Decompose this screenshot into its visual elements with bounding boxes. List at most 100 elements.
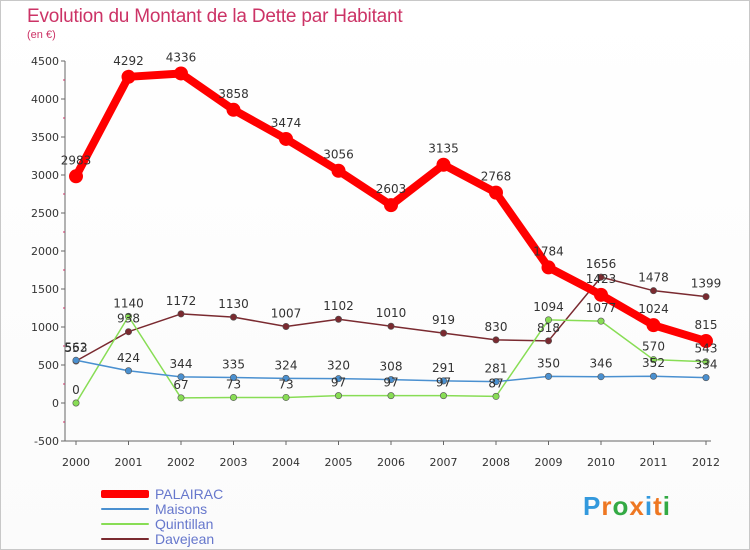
data-point-maisons	[230, 374, 238, 382]
data-label-quintillan: 543	[695, 342, 718, 356]
data-label-quintillan: 1140	[113, 296, 144, 310]
data-point-maisons	[334, 375, 342, 383]
data-label-maisons: 346	[590, 357, 613, 371]
data-label-palairac: 2768	[481, 170, 512, 184]
data-label-palairac: 2603	[376, 182, 407, 196]
data-label-quintillan: 570	[642, 340, 665, 354]
data-label-davejean: 1172	[166, 294, 197, 308]
x-tick-label: 2008	[482, 456, 510, 469]
data-label-davejean: 818	[537, 321, 560, 335]
data-point-palairac	[541, 260, 556, 275]
data-label-maisons: 291	[432, 361, 455, 375]
y-tick-label: 3000	[31, 169, 59, 182]
data-label-davejean: 1478	[638, 271, 669, 285]
chart-title: Evolution du Montant de la Dette par Hab…	[27, 6, 403, 27]
data-label-palairac: 3474	[271, 116, 302, 130]
data-label-maisons: 424	[117, 351, 140, 365]
legend-swatch	[101, 523, 149, 525]
data-point-maisons	[492, 378, 500, 386]
data-label-quintillan: 97	[331, 376, 346, 390]
data-point-davejean	[649, 287, 657, 295]
data-point-maisons	[387, 376, 395, 384]
data-point-palairac	[489, 185, 503, 200]
data-point-palairac	[384, 198, 398, 213]
data-point-palairac	[699, 334, 713, 349]
data-label-quintillan: 73	[226, 377, 241, 391]
data-point-davejean	[544, 337, 552, 345]
data-label-quintillan: 97	[383, 376, 398, 390]
data-point-quintillan	[544, 316, 552, 324]
data-label-palairac: 1024	[638, 302, 669, 316]
data-point-davejean	[597, 273, 605, 281]
data-label-palairac: 4336	[166, 50, 197, 64]
data-point-quintillan	[597, 317, 605, 325]
data-label-davejean: 1007	[271, 306, 302, 320]
proxiti-logo: Proxiti	[583, 491, 671, 522]
data-label-davejean: 919	[432, 313, 455, 327]
data-label-palairac: 2983	[61, 153, 92, 167]
data-label-palairac: 3858	[218, 87, 249, 101]
data-label-maisons: 344	[170, 357, 193, 371]
logo-letter: P	[583, 491, 602, 521]
data-point-palairac	[121, 69, 136, 84]
logo-letter: t	[653, 491, 663, 521]
data-label-quintillan: 1077	[586, 301, 617, 315]
data-label-davejean: 1130	[218, 297, 249, 311]
data-point-maisons	[439, 377, 447, 385]
data-point-quintillan	[230, 393, 238, 401]
data-point-davejean	[177, 310, 185, 318]
data-point-maisons	[125, 367, 133, 375]
legend-swatch	[101, 490, 149, 498]
x-tick-label: 2004	[272, 456, 300, 469]
x-tick-label: 2012	[692, 456, 720, 469]
legend-label: Davejean	[155, 531, 215, 547]
data-point-maisons	[544, 372, 552, 380]
data-point-quintillan	[387, 392, 395, 400]
y-tick-label: 2500	[31, 207, 59, 220]
y-tick-label: 500	[38, 359, 59, 372]
y-tick-label: 1000	[31, 321, 59, 334]
data-point-quintillan	[334, 392, 342, 400]
data-point-maisons	[597, 373, 605, 381]
data-point-maisons	[649, 372, 657, 380]
legend-label: PALAIRAC	[155, 486, 224, 502]
data-point-palairac	[174, 66, 188, 81]
data-point-quintillan	[125, 312, 133, 320]
data-label-maisons: 335	[222, 358, 245, 372]
data-label-davejean: 553	[65, 341, 88, 355]
x-tick-label: 2007	[430, 456, 458, 469]
data-point-quintillan	[72, 399, 80, 407]
data-label-quintillan: 97	[436, 376, 451, 390]
data-label-palairac: 1423	[586, 272, 617, 286]
data-label-palairac: 815	[695, 318, 718, 332]
legend-swatch	[101, 538, 149, 540]
data-point-davejean	[125, 328, 133, 336]
y-tick-label: -500	[34, 435, 59, 448]
data-label-maisons: 308	[380, 360, 403, 374]
y-tick-label: 1500	[31, 283, 59, 296]
data-point-quintillan	[282, 393, 290, 401]
chart-subtitle: (en €)	[27, 29, 56, 41]
data-point-davejean	[282, 322, 290, 330]
data-point-palairac	[646, 318, 661, 333]
data-point-davejean	[334, 315, 342, 323]
x-tick-label: 2005	[325, 456, 353, 469]
data-label-maisons: 562	[65, 340, 88, 354]
data-point-palairac	[226, 102, 241, 117]
y-tick-label: 2000	[31, 245, 59, 258]
x-tick-label: 2006	[377, 456, 405, 469]
data-point-davejean	[439, 329, 447, 337]
x-tick-label: 2011	[640, 456, 668, 469]
data-point-quintillan	[177, 394, 185, 402]
data-point-palairac	[436, 157, 451, 172]
data-label-davejean: 1399	[691, 277, 722, 291]
logo-letter: x	[629, 491, 645, 521]
data-label-davejean: 1102	[323, 299, 354, 313]
data-label-palairac: 1784	[533, 244, 564, 258]
x-tick-label: 2009	[535, 456, 563, 469]
data-point-palairac	[331, 163, 346, 178]
data-label-davejean: 1656	[586, 257, 617, 271]
data-point-quintillan	[439, 392, 447, 400]
